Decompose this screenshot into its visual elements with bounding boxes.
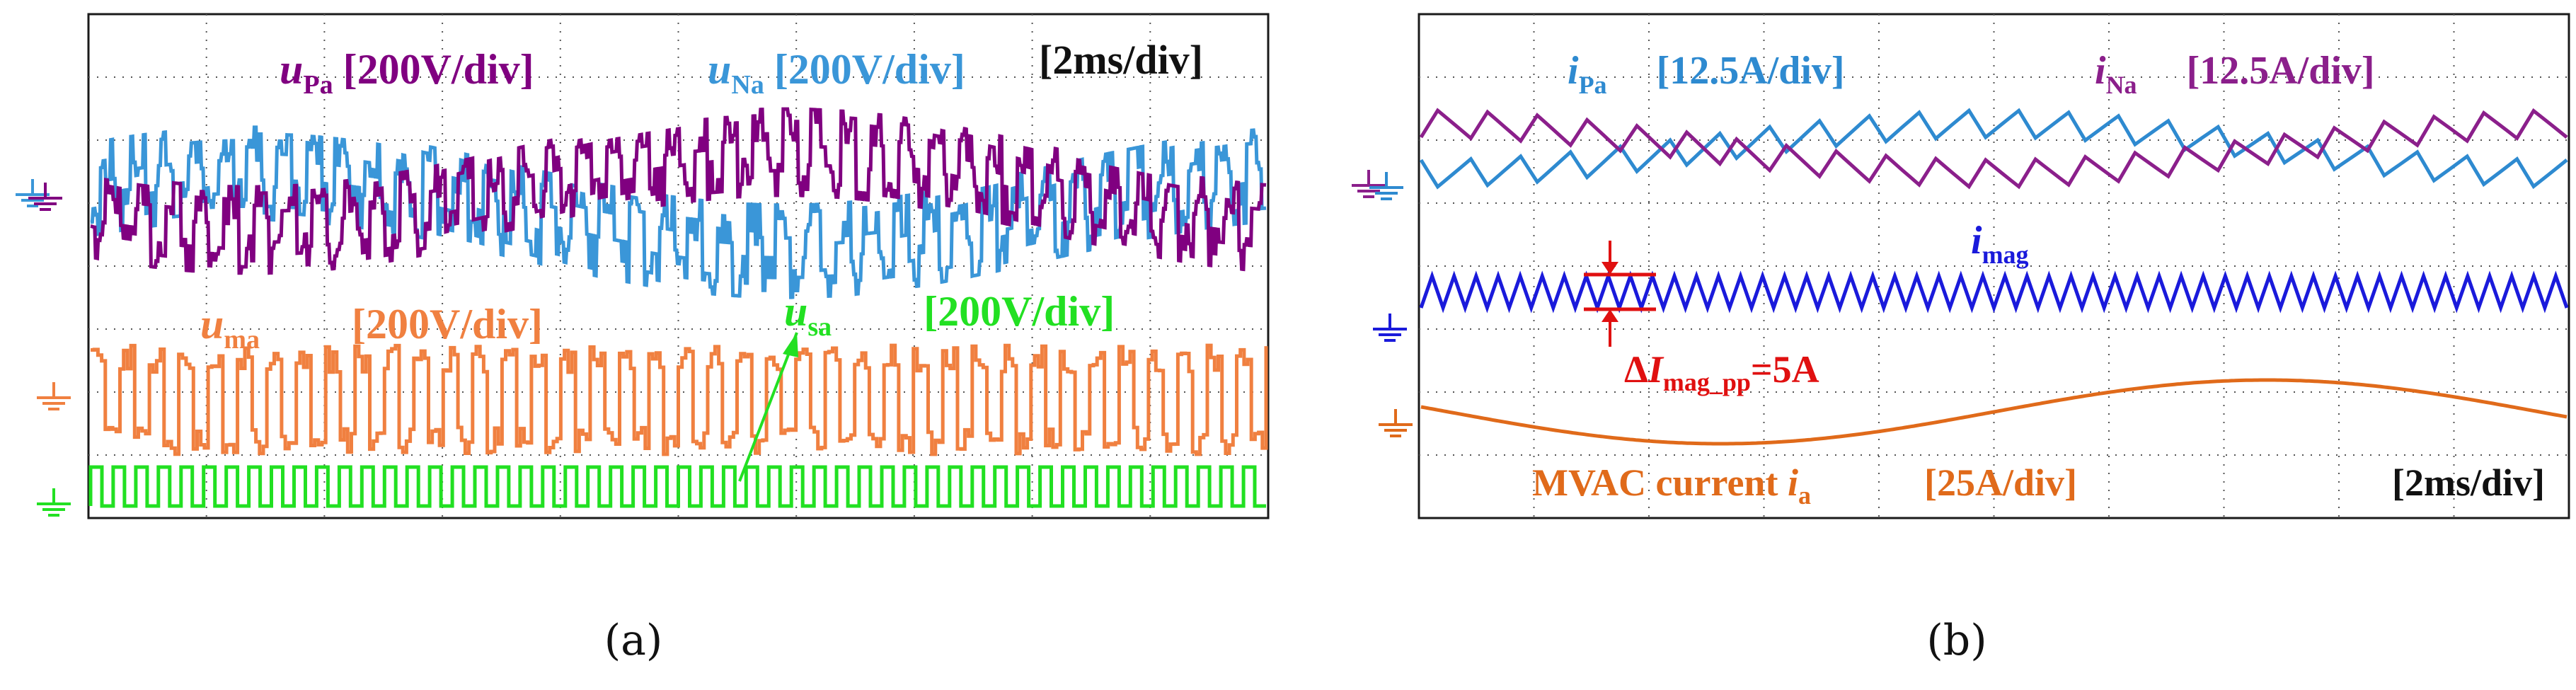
trace-i-na (1419, 108, 2568, 190)
panel-b-ground-markers (1352, 170, 1413, 437)
trace-u-sa (88, 465, 1266, 508)
label-i-na: iNa [12.5A/div] (2095, 49, 2375, 99)
label-delta-i-mag: ΔImag_pp=5A (1624, 348, 1819, 396)
label-i-a: MVAC current ia [25A/div] (1532, 461, 2077, 510)
panel-b-traces (1419, 108, 2569, 446)
trace-u-pa (90, 107, 1267, 275)
panel-a-ground-markers (16, 179, 71, 517)
delta-arrow-up-head (1602, 309, 1618, 322)
trace-u-ma (91, 343, 1268, 456)
label-u-ma: uma [200V/div] (200, 301, 543, 355)
panel-b: iPa [12.5A/div] iNa [12.5A/div] imag ΔImag… (1352, 13, 2570, 519)
trace-i-a (1420, 378, 2568, 446)
trace-i-pa (1419, 108, 2568, 190)
caption-a: (a) (604, 616, 663, 665)
trace-u-na (90, 125, 1267, 299)
panel-a: uPa [200V/div] uNa [200V/div] [2ms/div] um… (16, 13, 1270, 519)
trace-i-mag (1419, 270, 2569, 314)
label-time-scale-b: [2ms/div] (2392, 461, 2545, 504)
u-sa-pointer-arrowhead (783, 333, 798, 357)
label-u-na: uNa [200V/div] (708, 46, 965, 100)
label-time-scale-a: [2ms/div] (1039, 37, 1203, 83)
label-u-sa: usa [200V/div] (784, 288, 1115, 342)
delta-arrow-down-head (1602, 262, 1618, 275)
label-i-pa: iPa [12.5A/div] (1568, 49, 1845, 99)
panel-a-traces (88, 107, 1268, 508)
caption-b: (b) (1926, 616, 1986, 665)
label-u-pa: uPa [200V/div] (280, 46, 534, 100)
delta-i-mag-marker (1584, 241, 1656, 347)
u-sa-pointer-arrow (738, 332, 798, 482)
label-i-mag: imag (1971, 219, 2029, 269)
